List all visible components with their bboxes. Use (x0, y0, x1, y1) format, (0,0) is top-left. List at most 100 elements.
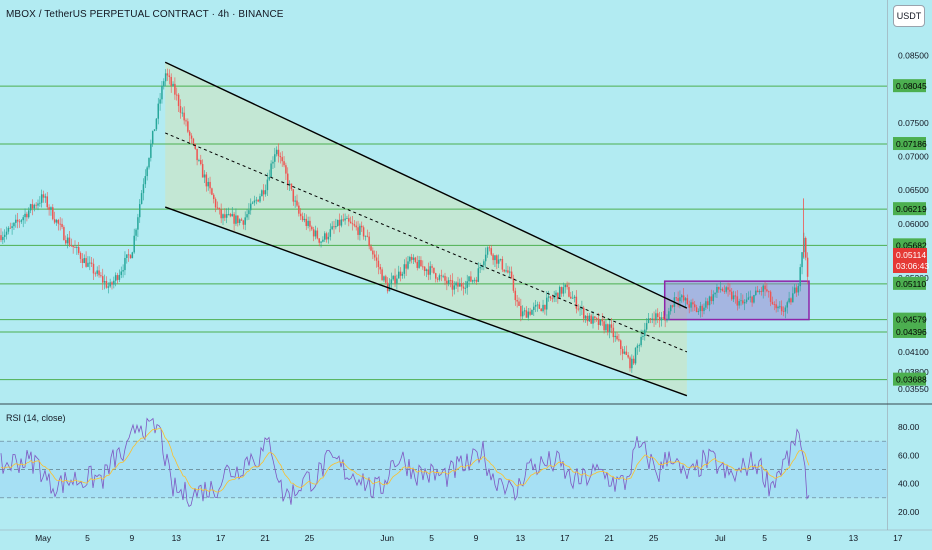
candle-body-88 (163, 81, 165, 86)
currency-button[interactable]: USDT (893, 5, 925, 27)
candle-body-381 (705, 301, 707, 308)
rsi-tick-0: 80.00 (898, 422, 920, 432)
candle-body-55 (102, 276, 104, 283)
candle-body-395 (731, 291, 733, 300)
candle-body-272 (503, 269, 505, 272)
candle-body-31 (57, 219, 60, 224)
candle-body-366 (677, 298, 679, 302)
candle-body-373 (690, 302, 692, 308)
candle-body-168 (311, 226, 313, 230)
candle-body-176 (325, 233, 328, 240)
candle-body-320 (592, 316, 594, 324)
candle-body-41 (76, 247, 78, 248)
candle-body-154 (285, 165, 287, 174)
candle-body-120 (222, 214, 224, 219)
candle-body-148 (274, 154, 276, 162)
candle-body-93 (172, 83, 174, 86)
candle-body-391 (723, 290, 726, 292)
candle-body-427 (790, 298, 792, 303)
candle-body-241 (446, 280, 448, 284)
candle-body-152 (281, 157, 283, 162)
level-label-0: 0.08045 (896, 81, 927, 91)
candle-body-16 (29, 204, 32, 211)
candle-body-160 (296, 200, 298, 206)
level-label-3: 0.05682 (896, 240, 927, 250)
level-badge-7 (893, 372, 926, 386)
candle-body-369 (682, 295, 685, 301)
candle-body-37 (68, 237, 71, 246)
level-label-4: 0.05110 (896, 279, 926, 289)
candle-body-25 (46, 196, 48, 208)
candle-body-264 (488, 247, 491, 249)
price-tick-4: 0.06000 (898, 219, 929, 229)
candle-body-340 (629, 357, 631, 369)
candle-body-279 (516, 300, 518, 302)
candle-body-274 (507, 270, 509, 273)
x-tick-11: 17 (560, 533, 570, 543)
candle-body-142 (262, 190, 265, 195)
candle-body-123 (227, 213, 230, 215)
candle-body-266 (492, 254, 494, 261)
candle-body-83 (153, 129, 156, 132)
candle-body-233 (431, 266, 433, 268)
candle-body-82 (151, 131, 154, 144)
candle-body-355 (657, 313, 659, 317)
candle-body-80 (148, 157, 150, 168)
candle-body-173 (320, 241, 322, 243)
candle-body-294 (544, 304, 546, 310)
candle-body-69 (127, 254, 130, 256)
candle-body-231 (427, 269, 430, 275)
candle-body-121 (224, 214, 226, 218)
candle-body-109 (201, 164, 204, 178)
candle-body-192 (355, 225, 357, 228)
candle-body-73 (135, 229, 137, 236)
candle-body-108 (200, 160, 202, 165)
candle-body-323 (597, 318, 600, 325)
candle-body-384 (710, 296, 713, 302)
candle-body-333 (616, 335, 618, 340)
candle-body-417 (771, 301, 774, 305)
x-tick-10: 13 (516, 533, 526, 543)
candle-body-198 (366, 235, 369, 237)
candle-body-388 (718, 286, 720, 290)
candle-body-185 (342, 219, 344, 221)
candle-body-281 (520, 305, 522, 317)
candle-body-127 (235, 215, 237, 224)
rsi-tick-2: 40.00 (898, 479, 920, 489)
candle-body-153 (283, 161, 285, 166)
candle-body-101 (187, 121, 189, 132)
candle-body-159 (294, 200, 296, 202)
candle-body-79 (146, 167, 148, 177)
channel-fill (165, 62, 687, 396)
candle-body-282 (521, 311, 524, 317)
candle-body-283 (523, 310, 526, 312)
candle-body-434 (803, 237, 805, 253)
candle-body-202 (373, 254, 376, 258)
x-tick-12: 21 (604, 533, 614, 543)
candle-body-338 (625, 351, 628, 356)
candle-body-60 (111, 282, 113, 285)
candle-body-29 (53, 219, 56, 223)
candle-body-9 (16, 219, 19, 222)
candle-body-276 (510, 271, 513, 279)
candle-body-136 (251, 202, 254, 204)
price-tick-7: 0.03800 (898, 367, 929, 377)
level-badge-2 (893, 202, 926, 216)
candle-body-235 (435, 273, 437, 279)
rsi-line (0, 417, 810, 508)
candle-body-244 (451, 280, 454, 290)
candle-body-345 (638, 345, 640, 347)
candle-body-81 (150, 143, 152, 158)
rsi-ma-line (0, 428, 810, 493)
candle-body-318 (588, 315, 591, 322)
candle-body-24 (44, 196, 47, 198)
candle-body-379 (701, 305, 703, 312)
price-tick-6: 0.04100 (898, 347, 929, 357)
candle-body-43 (79, 252, 82, 259)
candle-body-397 (734, 295, 737, 297)
candle-body-188 (348, 218, 350, 222)
candle-body-404 (747, 297, 750, 300)
candle-body-208 (385, 276, 387, 283)
candle-body-278 (514, 290, 517, 301)
